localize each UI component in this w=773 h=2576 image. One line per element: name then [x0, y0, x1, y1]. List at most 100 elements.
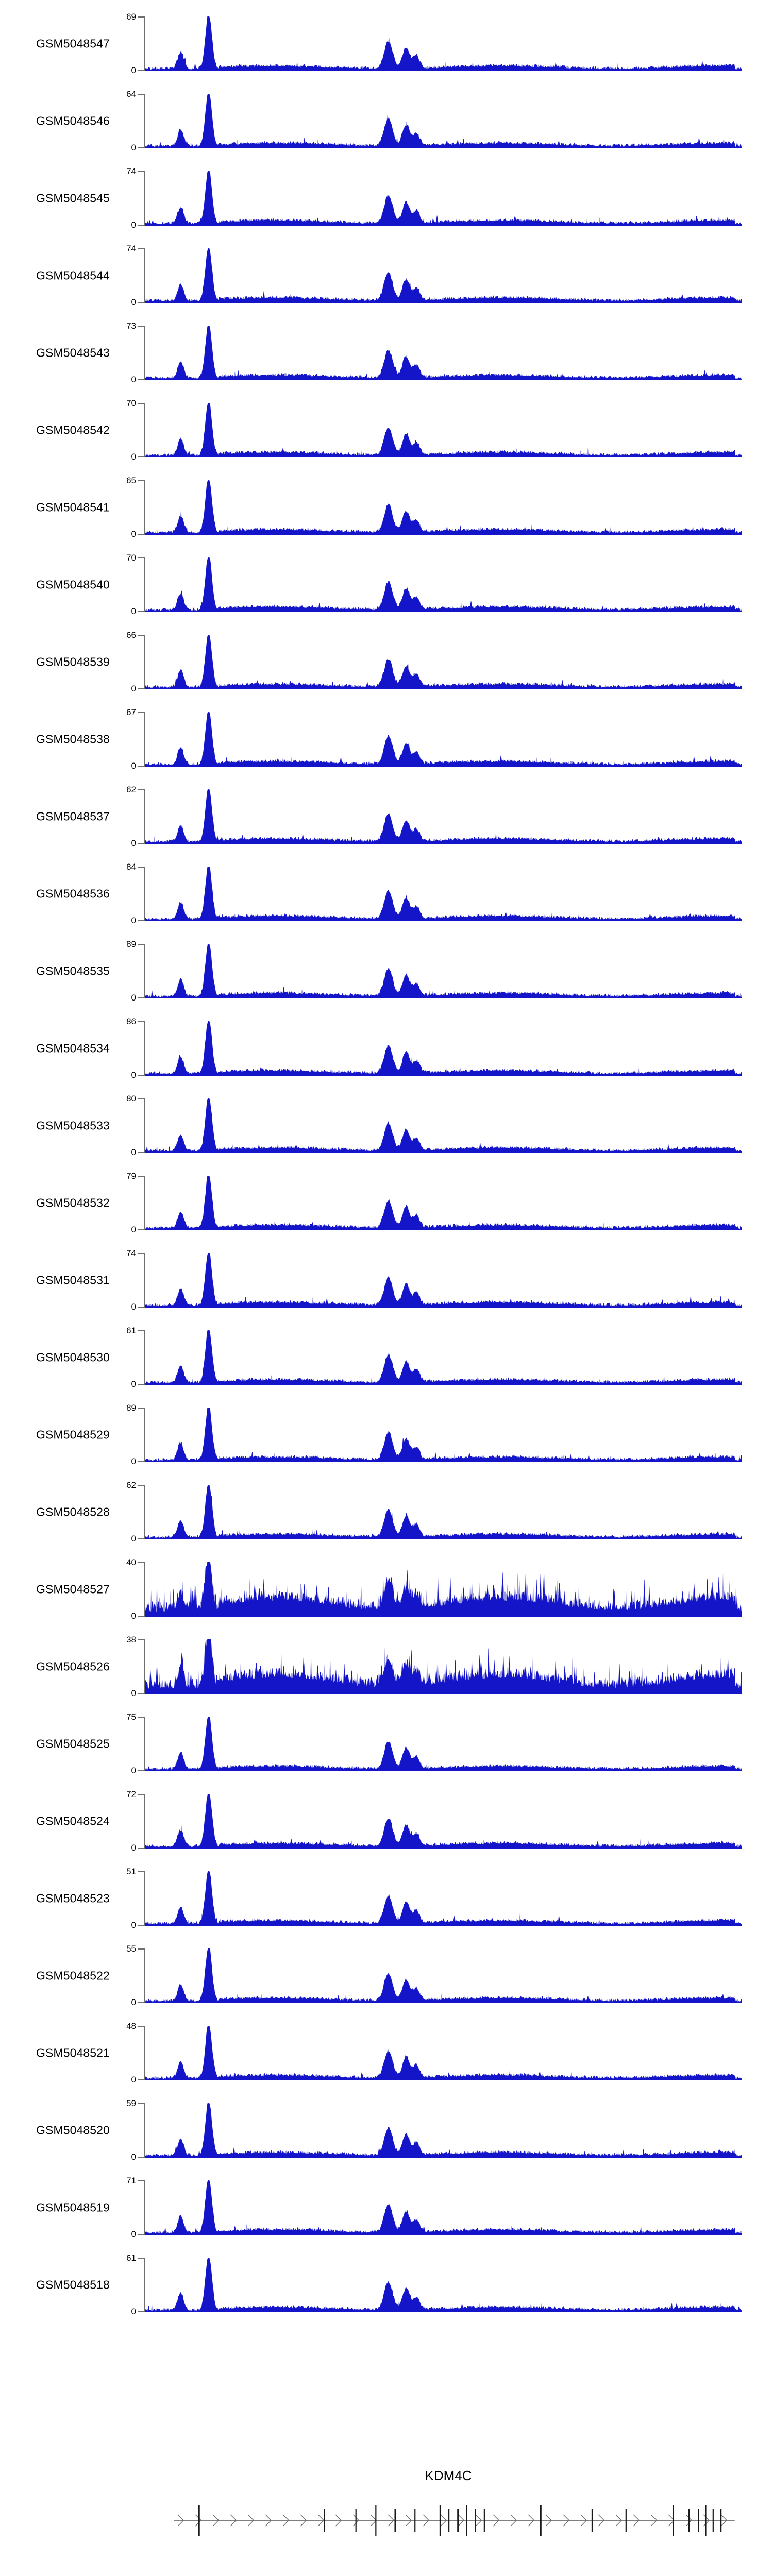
- y-axis-tick-min: [138, 920, 145, 921]
- y-axis-max-value: 69: [126, 12, 136, 22]
- track-plot-area[interactable]: 59 0: [126, 2098, 742, 2162]
- track-sample-label: GSM5048529: [36, 1428, 110, 1442]
- track-sample-label: GSM5048538: [36, 732, 110, 746]
- track-row[interactable]: GSM5048520 59 0: [0, 2092, 773, 2169]
- track-row[interactable]: GSM5048534 86 0: [0, 1010, 773, 1087]
- track-row[interactable]: GSM5048547 69 0: [0, 5, 773, 82]
- track-row[interactable]: GSM5048525 75 0: [0, 1705, 773, 1783]
- track-plot-area[interactable]: 74 0: [126, 166, 742, 230]
- track-row[interactable]: GSM5048539 66 0: [0, 623, 773, 701]
- track-plot-area[interactable]: 75 0: [126, 1712, 742, 1775]
- coverage-signal: [145, 635, 742, 689]
- y-axis-tick-max: [138, 1485, 145, 1486]
- track-plot-area[interactable]: 67 0: [126, 707, 742, 771]
- y-axis-max-value: 62: [126, 785, 136, 794]
- track-row[interactable]: GSM5048526 38 0: [0, 1628, 773, 1705]
- coverage-signal: [145, 1794, 742, 1849]
- y-axis-tick-min: [138, 1848, 145, 1849]
- track-plot-area[interactable]: 61 0: [126, 1326, 742, 1389]
- track-row[interactable]: GSM5048537 62 0: [0, 778, 773, 855]
- track-sample-label: GSM5048534: [36, 1041, 110, 1055]
- track-row[interactable]: GSM5048543 73 0: [0, 314, 773, 392]
- track-row[interactable]: GSM5048519 71 0: [0, 2169, 773, 2246]
- track-plot-area[interactable]: 70 0: [126, 398, 742, 462]
- track-sample-label: GSM5048541: [36, 500, 110, 514]
- track-plot-area[interactable]: 40 0: [126, 1557, 742, 1621]
- track-row[interactable]: GSM5048523 51 0: [0, 1860, 773, 1937]
- track-row[interactable]: GSM5048527 40 0: [0, 1551, 773, 1628]
- gene-model-glyph[interactable]: [144, 2495, 742, 2546]
- track-row[interactable]: GSM5048530 61 0: [0, 1319, 773, 1396]
- track-plot-area[interactable]: 69 0: [126, 12, 742, 75]
- track-plot-area[interactable]: 61 0: [126, 2253, 742, 2316]
- track-y-axis: [144, 248, 145, 303]
- y-axis-tick-max: [138, 1253, 145, 1254]
- y-axis-tick-max: [138, 2103, 145, 2104]
- y-axis-tick-max: [138, 1330, 145, 1331]
- track-plot-area[interactable]: 89 0: [126, 1403, 742, 1466]
- track-row[interactable]: GSM5048546 64 0: [0, 82, 773, 160]
- track-plot-area[interactable]: 64 0: [126, 89, 742, 152]
- track-row[interactable]: GSM5048544 74 0: [0, 237, 773, 314]
- track-plot-area[interactable]: 62 0: [126, 1480, 742, 1544]
- track-row[interactable]: GSM5048528 62 0: [0, 1473, 773, 1551]
- track-plot-area[interactable]: 65 0: [126, 476, 742, 539]
- track-plot-area[interactable]: 48 0: [126, 2021, 742, 2084]
- track-plot-area[interactable]: 66 0: [126, 630, 742, 693]
- track-plot-area[interactable]: 86 0: [126, 1016, 742, 1080]
- track-row[interactable]: GSM5048538 67 0: [0, 701, 773, 778]
- y-axis-tick-min: [138, 843, 145, 844]
- y-axis-tick-min: [138, 2311, 145, 2312]
- y-axis-min-value: 0: [131, 220, 136, 230]
- track-row[interactable]: GSM5048533 80 0: [0, 1087, 773, 1164]
- track-plot-area[interactable]: 38 0: [126, 1635, 742, 1698]
- track-y-axis: [144, 1021, 145, 1076]
- y-axis-max-value: 66: [126, 630, 136, 640]
- y-axis-min-value: 0: [131, 297, 136, 307]
- track-row[interactable]: GSM5048524 72 0: [0, 1783, 773, 1860]
- track-row[interactable]: GSM5048536 84 0: [0, 855, 773, 933]
- track-row[interactable]: GSM5048518 61 0: [0, 2246, 773, 2324]
- track-row[interactable]: GSM5048541 65 0: [0, 469, 773, 546]
- y-axis-tick-max: [138, 94, 145, 95]
- y-axis-tick-min: [138, 997, 145, 998]
- track-plot-area[interactable]: 74 0: [126, 244, 742, 307]
- track-row[interactable]: GSM5048522 55 0: [0, 1937, 773, 2014]
- y-axis-tick-max: [138, 1871, 145, 1872]
- track-plot-area[interactable]: 89 0: [126, 939, 742, 1003]
- y-axis-max-value: 73: [126, 321, 136, 331]
- track-plot-area[interactable]: 51 0: [126, 1867, 742, 1930]
- coverage-signal: [145, 2026, 742, 2080]
- y-axis-tick-min: [138, 534, 145, 535]
- track-plot-area[interactable]: 80 0: [126, 1094, 742, 1157]
- track-plot-area[interactable]: 72 0: [126, 1789, 742, 1853]
- track-row[interactable]: GSM5048529 89 0: [0, 1396, 773, 1473]
- track-sample-label: GSM5048531: [36, 1273, 110, 1287]
- y-axis-min-value: 0: [131, 1147, 136, 1157]
- track-row[interactable]: GSM5048545 74 0: [0, 160, 773, 237]
- track-plot-area[interactable]: 55 0: [126, 1944, 742, 2007]
- track-plot-area[interactable]: 73 0: [126, 321, 742, 384]
- track-row[interactable]: GSM5048540 70 0: [0, 546, 773, 623]
- track-plot-area[interactable]: 70 0: [126, 553, 742, 616]
- y-axis-tick-min: [138, 766, 145, 767]
- y-axis-tick-max: [138, 2180, 145, 2181]
- track-plot-area[interactable]: 84 0: [126, 862, 742, 925]
- track-plot-area[interactable]: 79 0: [126, 1171, 742, 1234]
- track-y-axis: [144, 403, 145, 457]
- track-row[interactable]: GSM5048532 79 0: [0, 1164, 773, 1242]
- track-y-axis: [144, 2103, 145, 2158]
- track-plot-area[interactable]: 71 0: [126, 2176, 742, 2239]
- coverage-signal: [145, 248, 742, 303]
- y-axis-min-value: 0: [131, 761, 136, 771]
- track-row[interactable]: GSM5048542 70 0: [0, 392, 773, 469]
- track-row[interactable]: GSM5048535 89 0: [0, 933, 773, 1010]
- track-plot-area[interactable]: 74 0: [126, 1248, 742, 1312]
- y-axis-min-value: 0: [131, 606, 136, 616]
- y-axis-tick-min: [138, 1229, 145, 1230]
- track-row[interactable]: GSM5048531 74 0: [0, 1242, 773, 1319]
- track-sample-label: GSM5048520: [36, 2123, 110, 2137]
- track-y-axis: [144, 1176, 145, 1230]
- track-row[interactable]: GSM5048521 48 0: [0, 2014, 773, 2092]
- track-plot-area[interactable]: 62 0: [126, 785, 742, 848]
